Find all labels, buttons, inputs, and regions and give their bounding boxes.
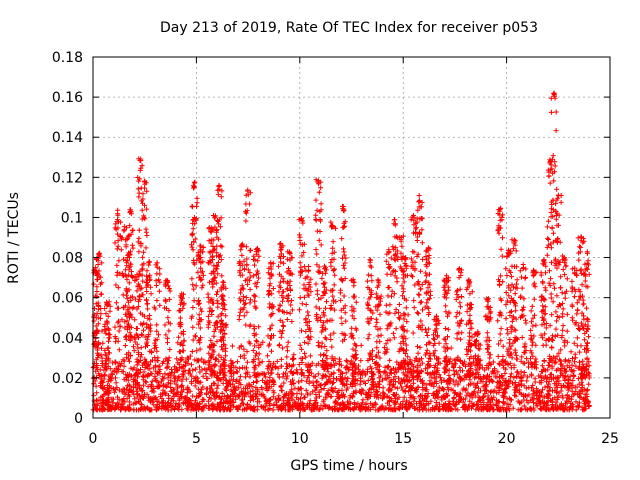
- x-tick-label: 15: [394, 431, 412, 447]
- y-axis-label: ROTI / TECUs: [6, 192, 22, 284]
- y-tick-label: 0: [74, 411, 83, 427]
- y-tick-label: 0.02: [52, 371, 83, 387]
- y-tick-label: 0.08: [52, 251, 83, 267]
- roti-series-points: [90, 90, 592, 413]
- y-tick-label: 0.14: [52, 130, 83, 146]
- y-tick-label: 0.06: [52, 291, 83, 307]
- x-tick-label: 20: [498, 431, 516, 447]
- chart-title: Day 213 of 2019, Rate Of TEC Index for r…: [160, 20, 538, 36]
- x-tick-label: 10: [291, 431, 309, 447]
- y-tick-label: 0.04: [52, 331, 83, 347]
- y-tick-label: 0.18: [52, 50, 83, 66]
- plot-frame: [92, 56, 611, 419]
- x-tick-label: 0: [89, 431, 98, 447]
- axis-ticks: 0 5 10 15 20 25 0 0.02 0.04 0.06 0.08 0.1 0.12 0.14 0.…: [52, 50, 619, 447]
- y-tick-label: 0.1: [61, 210, 83, 226]
- y-tick-label: 0.16: [52, 90, 83, 106]
- x-axis-label: GPS time / hours: [290, 458, 407, 474]
- y-tick-label: 0.12: [52, 170, 83, 186]
- data-points: [90, 90, 592, 413]
- x-tick-label: 5: [192, 431, 201, 447]
- x-tick-label: 25: [601, 431, 619, 447]
